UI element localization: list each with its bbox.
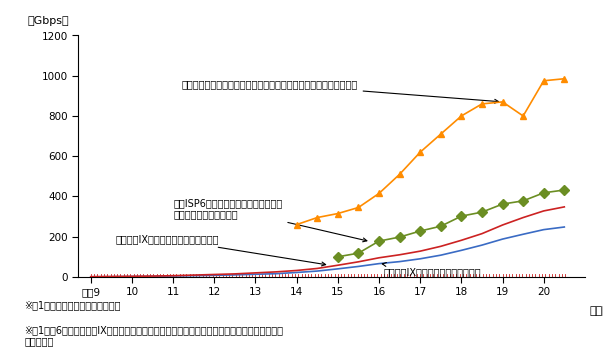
- Text: 国内主要IXにおける平均トラヒック: 国内主要IXにおける平均トラヒック: [382, 263, 481, 277]
- Text: 国内ISP6社のブロードバンド契約者の
ダウンロードトラヒック: 国内ISP6社のブロードバンド契約者の ダウンロードトラヒック: [173, 198, 367, 242]
- Text: （Gbps）: （Gbps）: [28, 16, 69, 26]
- Text: ※　1９年6月の国内主要IXで交換されるトラヒックの集計値についてはデータに欠落があった
　ため除外: ※ 1９年6月の国内主要IXで交換されるトラヒックの集計値についてはデータに欠落…: [24, 325, 283, 346]
- Text: 我が国のインターネット上を流通するトラヒックの総量（推定値）: 我が国のインターネット上を流通するトラヒックの総量（推定値）: [182, 79, 499, 103]
- Text: ※、1日の平均トラヒックの月平均: ※、1日の平均トラヒックの月平均: [24, 300, 121, 310]
- Text: 国内主要IXにおけるピークトラヒック: 国内主要IXにおけるピークトラヒック: [115, 234, 326, 266]
- Text: （年）: （年）: [590, 306, 603, 316]
